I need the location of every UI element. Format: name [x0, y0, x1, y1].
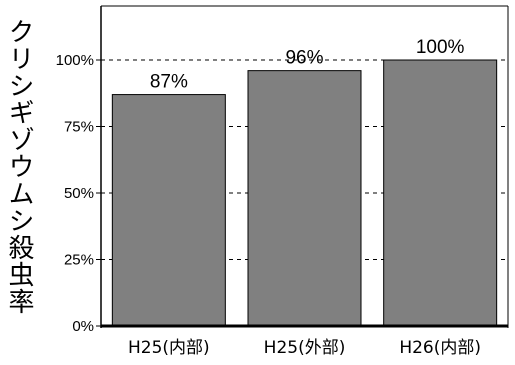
category-label: H25(外部)	[264, 338, 346, 358]
category-label: H26(内部)	[399, 338, 481, 358]
bar	[111, 94, 226, 327]
y-tick-label: 100%	[56, 52, 94, 69]
data-label: 87%	[150, 72, 188, 93]
bar	[247, 70, 362, 327]
y-tick-label: 0%	[72, 318, 94, 335]
y-tick-label: 50%	[64, 185, 94, 202]
y-tick-label: 25%	[64, 252, 94, 269]
y-tick-label: 75%	[64, 119, 94, 136]
data-label: 96%	[285, 48, 323, 69]
category-label: H25(内部)	[128, 338, 210, 358]
data-label: 100%	[416, 37, 465, 58]
bar	[383, 59, 498, 327]
y-axis-label: クリシギゾウムシ殺虫率	[4, 18, 34, 315]
